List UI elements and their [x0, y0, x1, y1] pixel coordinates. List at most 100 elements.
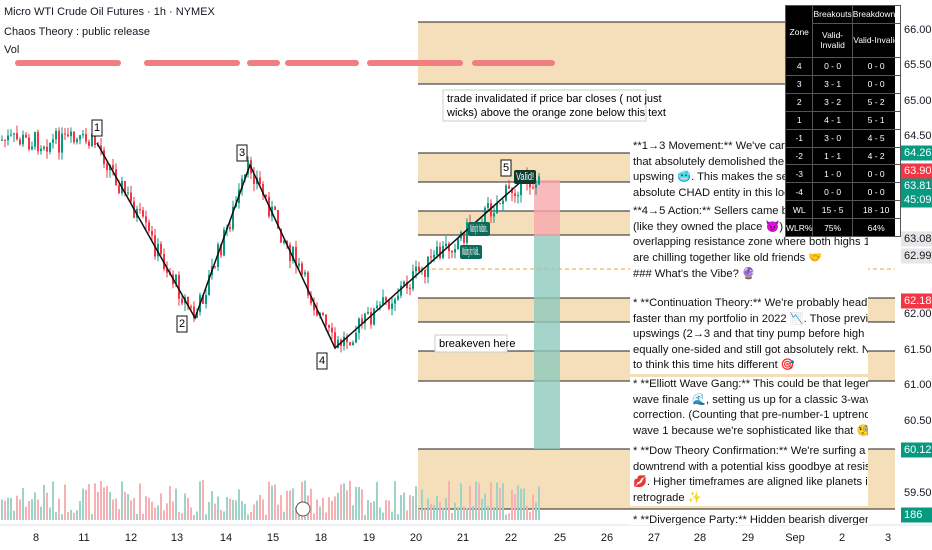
candle: [427, 256, 429, 277]
date-label: 26: [601, 532, 613, 544]
volume-bar: [217, 496, 219, 520]
note-line: * **Dow Theory Confirmation:** We're sur…: [633, 445, 866, 457]
volume-bar: [268, 481, 270, 520]
candle: [223, 229, 225, 256]
candle: [61, 133, 63, 153]
volume-bar: [517, 485, 519, 520]
volume-bar: [451, 512, 453, 520]
volume-bar: [127, 494, 129, 520]
volume-bar: [262, 499, 264, 520]
volume-bar: [343, 483, 345, 520]
candle: [181, 298, 183, 304]
candle: [430, 256, 432, 258]
volume-bar: [106, 485, 108, 520]
candle: [178, 274, 180, 299]
price-tag: [901, 231, 932, 247]
table-cell: 4 - 5: [851, 128, 901, 148]
candle: [130, 192, 132, 202]
volume-bar: [166, 503, 168, 520]
date-label: 27: [648, 532, 660, 544]
volume-bar: [91, 513, 93, 520]
candle: [493, 213, 495, 217]
candle: [514, 193, 516, 196]
signal-label: Waiting for Valid...: [462, 246, 480, 258]
note-paragraph: * **Divergence Party:** Hidden bearish d…: [630, 513, 868, 525]
note-paragraph: ### What's the Vibe? 🔮: [630, 267, 868, 283]
date-label: 13: [171, 532, 183, 544]
price-tag-label: 63.08: [904, 233, 932, 245]
volume-bar: [394, 481, 396, 520]
volume-bar: [103, 487, 105, 520]
candle: [517, 195, 519, 197]
signal-box: [514, 170, 536, 184]
price-label: 65.00: [904, 95, 932, 107]
candle: [82, 133, 84, 136]
wave-label: 1: [94, 122, 100, 134]
volume-bar: [259, 494, 261, 520]
note-line: * **Elliott Wave Gang:** This could be t…: [633, 378, 868, 390]
candle: [355, 332, 357, 343]
volume-bar: [124, 491, 126, 520]
candle: [25, 134, 27, 138]
volume-bar: [325, 512, 327, 520]
volume-bar: [424, 508, 426, 520]
candle: [193, 306, 195, 319]
scroll-button[interactable]: [295, 501, 311, 517]
candle: [190, 306, 192, 308]
candle: [73, 131, 75, 143]
candle: [253, 173, 255, 184]
table-cell: 0 - 0: [812, 57, 853, 76]
candle: [463, 231, 465, 243]
table-cell: -1: [784, 128, 814, 148]
volume-bar: [79, 500, 81, 520]
table-cell: WL: [784, 200, 814, 220]
date-label: Sep: [785, 532, 805, 544]
price-tag-label: 60.12: [904, 444, 932, 456]
candle: [352, 342, 354, 346]
volume-bar: [4, 500, 6, 520]
candle: [448, 243, 450, 251]
candle: [343, 336, 345, 347]
candle: [322, 313, 324, 315]
volume-bar: [58, 498, 60, 520]
note-line: are chilling together like old friends 🤝: [633, 251, 823, 264]
candle: [145, 216, 147, 223]
volume-bar: [73, 512, 75, 520]
candle: [274, 206, 276, 210]
date-label: 15: [267, 532, 279, 544]
price-tag: [901, 145, 932, 161]
volume-bar: [205, 514, 207, 520]
candle: [433, 254, 435, 258]
candle: [76, 139, 78, 143]
volume-bar: [400, 495, 402, 520]
volume-bar: [415, 486, 417, 520]
table-subheader: Valid-Invalid: [851, 22, 901, 59]
note-box: [434, 334, 508, 353]
volume-bar: [280, 495, 282, 520]
candle: [295, 246, 297, 266]
candle: [175, 274, 177, 285]
candle: [412, 271, 414, 289]
volume-bar: [496, 482, 498, 520]
candle: [232, 206, 234, 230]
volume-bar: [322, 497, 324, 520]
volume-bar: [142, 513, 144, 520]
candle: [436, 246, 438, 255]
volume-bar: [19, 499, 21, 520]
volume-bar: [160, 493, 162, 520]
volume-bar: [202, 480, 204, 520]
candle: [394, 299, 396, 304]
volume-bar: [64, 484, 66, 520]
candle: [4, 139, 6, 141]
volume-bar: [532, 494, 534, 520]
candle: [262, 183, 264, 195]
volume-bar: [454, 502, 456, 520]
candle: [277, 209, 279, 229]
candle: [292, 246, 294, 262]
volume-bar: [361, 489, 363, 520]
candle: [280, 228, 282, 243]
volume-bar: [334, 496, 336, 520]
candle: [283, 240, 285, 243]
volume-bar: [283, 511, 285, 520]
